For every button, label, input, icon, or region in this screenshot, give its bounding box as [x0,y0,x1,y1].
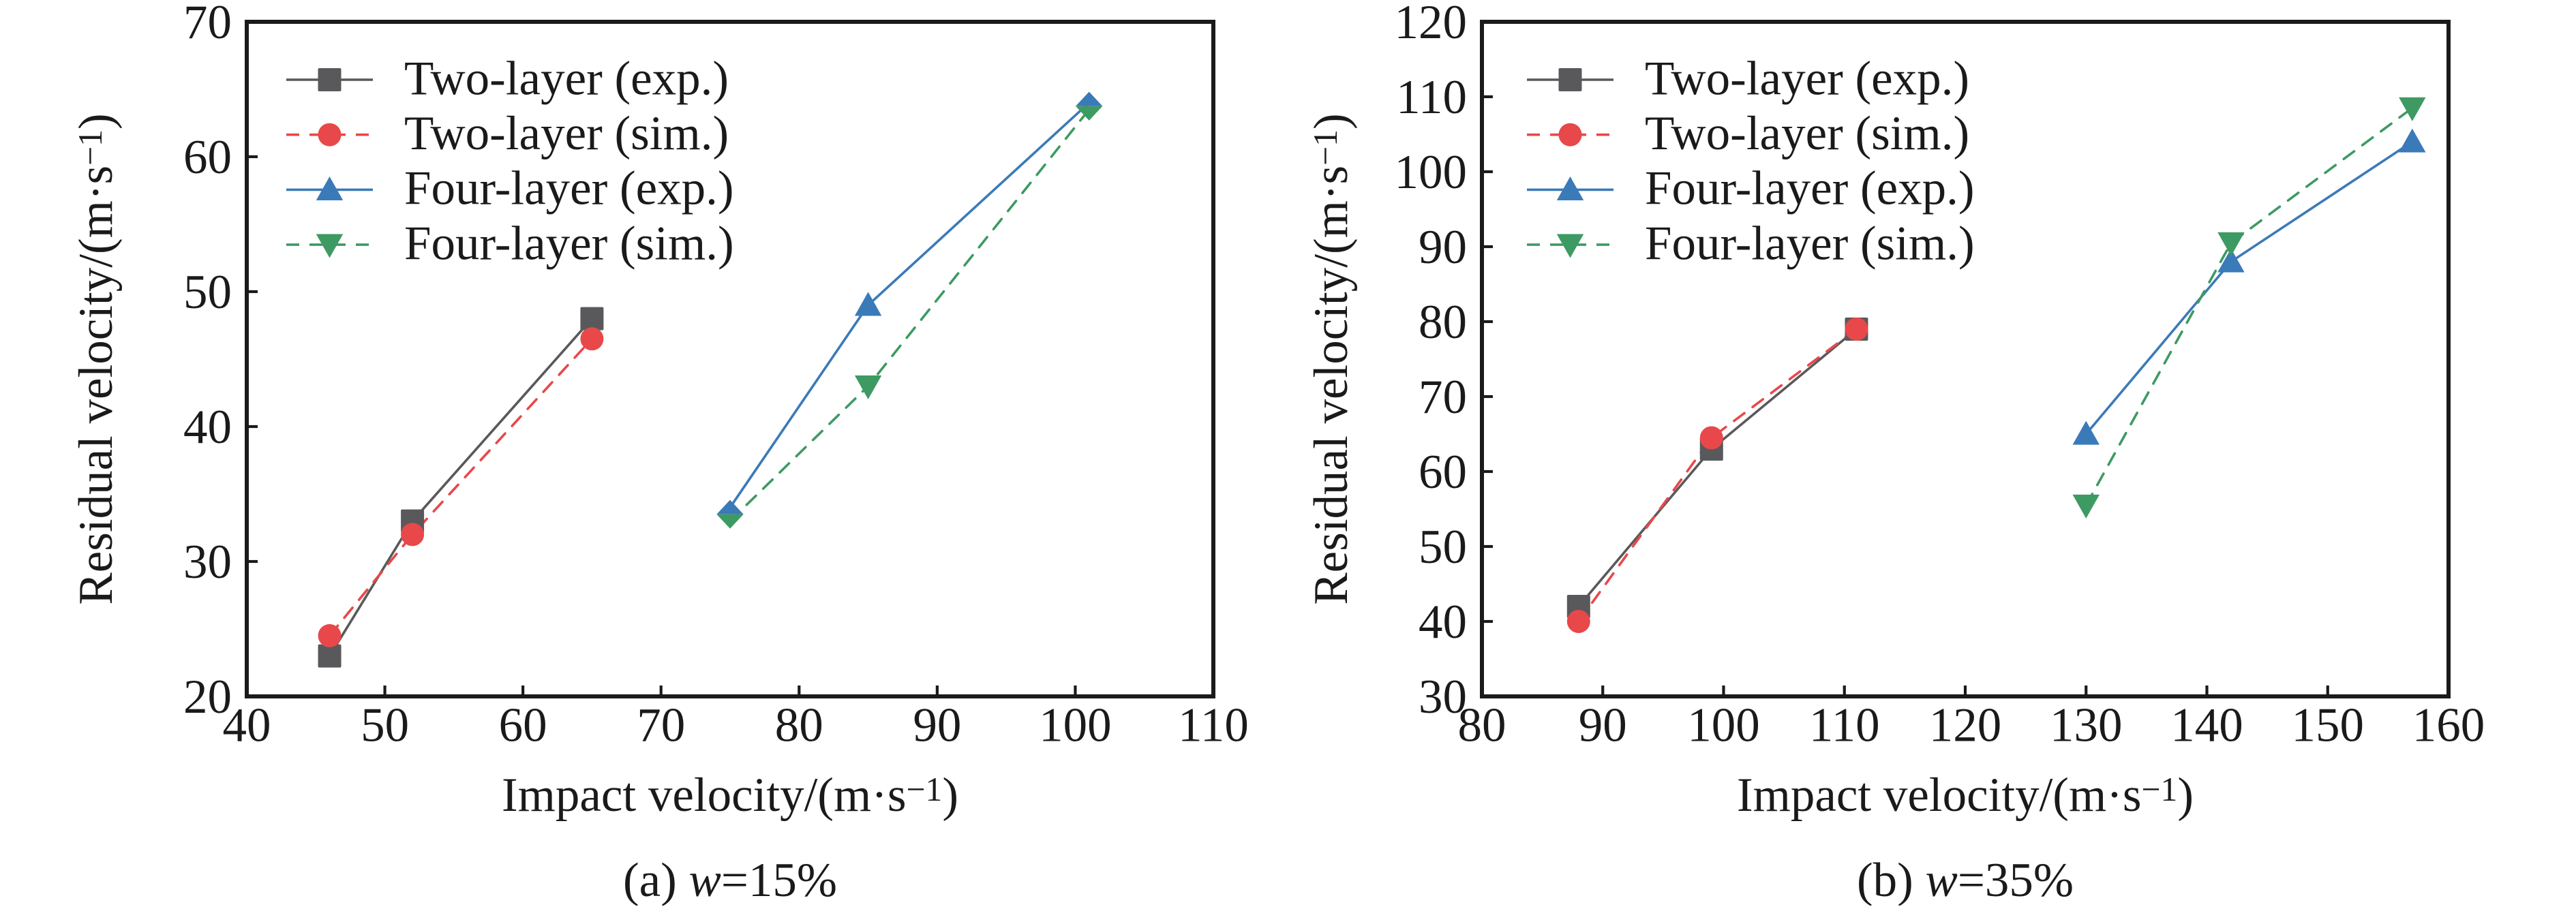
svg-text:Residual velocity/(m·s−1): Residual velocity/(m·s−1) [1305,113,1358,604]
svg-text:Two-layer (exp.): Two-layer (exp.) [404,52,729,105]
svg-text:70: 70 [637,698,685,752]
svg-text:150: 150 [2292,698,2365,752]
svg-text:50: 50 [183,266,232,319]
svg-text:40: 40 [183,401,232,454]
svg-text:70: 70 [1419,371,1467,424]
svg-text:110: 110 [1396,71,1467,124]
svg-text:100: 100 [1395,146,1468,199]
svg-text:Four-layer (exp.): Four-layer (exp.) [1645,162,1975,215]
svg-text:Residual velocity/(m·s−1): Residual velocity/(m·s−1) [70,113,123,604]
svg-text:80: 80 [775,698,823,752]
svg-text:110: 110 [1178,698,1249,752]
svg-text:Four-layer (sim.): Four-layer (sim.) [1645,217,1975,270]
svg-text:40: 40 [1419,596,1467,649]
svg-text:Four-layer (sim.): Four-layer (sim.) [404,217,734,270]
svg-text:160: 160 [2412,698,2485,752]
svg-text:Two-layer (sim.): Two-layer (sim.) [404,107,729,160]
svg-text:60: 60 [183,131,232,184]
svg-text:(b) w=35%: (b) w=35% [1857,854,2074,906]
svg-text:50: 50 [1419,521,1467,574]
svg-text:30: 30 [183,536,232,589]
svg-text:80: 80 [1419,296,1467,349]
svg-text:30: 30 [1419,671,1467,724]
svg-text:60: 60 [1419,446,1467,499]
svg-text:50: 50 [361,698,409,752]
svg-text:130: 130 [2050,698,2123,752]
svg-text:110: 110 [1809,698,1880,752]
svg-text:Impact velocity/(m·s−1): Impact velocity/(m·s−1) [502,769,958,822]
svg-text:70: 70 [183,0,232,49]
svg-text:140: 140 [2170,698,2243,752]
svg-text:120: 120 [1929,698,2002,752]
svg-text:100: 100 [1039,698,1112,752]
svg-text:100: 100 [1687,698,1760,752]
svg-text:Two-layer (sim.): Two-layer (sim.) [1645,107,1969,160]
svg-text:60: 60 [499,698,547,752]
svg-text:120: 120 [1395,0,1468,49]
svg-text:20: 20 [183,671,232,724]
svg-text:Impact velocity/(m·s−1): Impact velocity/(m·s−1) [1737,769,2194,822]
svg-text:90: 90 [1419,221,1467,274]
svg-text:90: 90 [913,698,961,752]
svg-text:90: 90 [1579,698,1627,752]
svg-text:Four-layer (exp.): Four-layer (exp.) [404,162,734,215]
svg-text:(a) w=15%: (a) w=15% [623,854,837,906]
svg-text:Two-layer (exp.): Two-layer (exp.) [1645,52,1969,105]
